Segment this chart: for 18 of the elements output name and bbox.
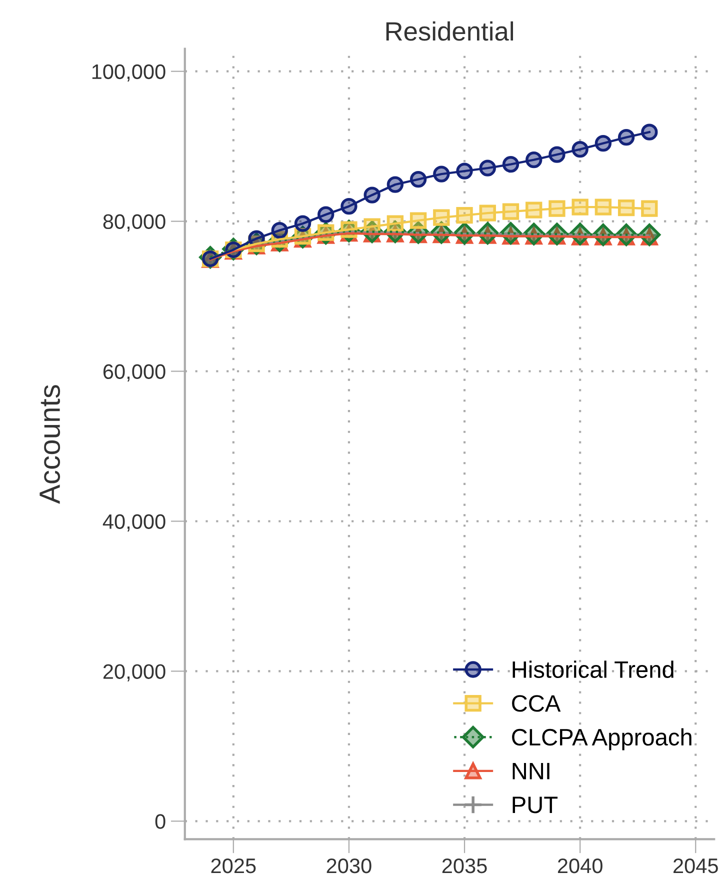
x-tick-label: 2030 [326, 858, 372, 874]
chart-title: Residential [386, 21, 514, 41]
legend-label: NNI [512, 762, 550, 780]
x-tick-label: 2040 [558, 858, 602, 874]
y-tick-label: 100,000 [92, 64, 166, 82]
legend-label: CCA [512, 695, 561, 712]
y-tick-label: 0 [155, 814, 166, 829]
y-axis-title: Accounts [40, 385, 60, 504]
x-tick-label: 2025 [211, 858, 256, 874]
y-tick-label: 60,000 [103, 364, 166, 382]
legend-label: PUT [512, 796, 558, 814]
y-tick-label: 40,000 [102, 514, 166, 532]
x-tick-label: 2045 [674, 858, 718, 874]
legend-label: CLCPA Approach [512, 728, 692, 750]
y-tick-label: 20,000 [103, 664, 166, 682]
legend-label: Historical Trend [512, 660, 674, 678]
y-tick-label: 80,000 [103, 214, 166, 232]
x-tick-label: 2035 [442, 858, 487, 874]
